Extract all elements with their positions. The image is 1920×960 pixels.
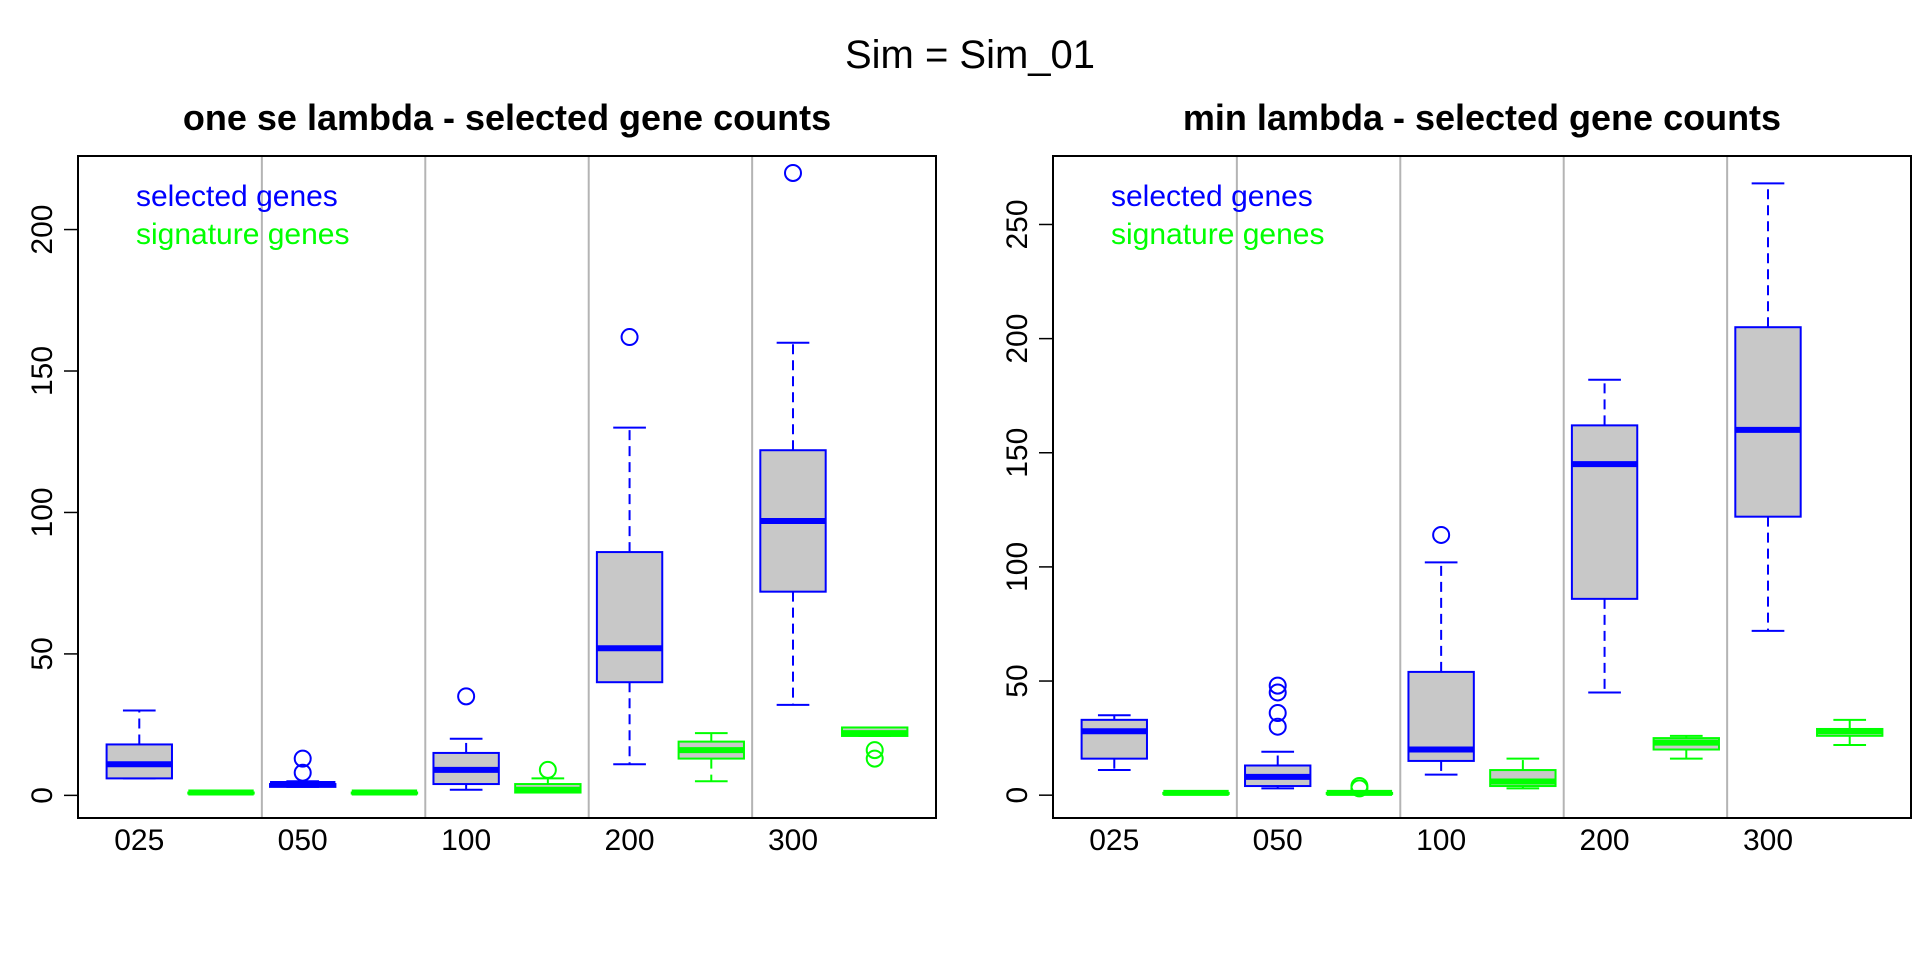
box-body bbox=[1080, 718, 1148, 760]
y-tick-label: 0 bbox=[26, 787, 59, 804]
legend-entry: selected genes bbox=[136, 180, 338, 213]
y-tick-label: 100 bbox=[26, 487, 59, 537]
box-selected-050 bbox=[1244, 676, 1312, 790]
x-tick-label: 100 bbox=[441, 824, 491, 857]
figure-suptitle: Sim = Sim_01 bbox=[845, 33, 1095, 77]
legend-entry: signature genes bbox=[1111, 218, 1325, 251]
panel-1: one se lambda - selected gene counts0501… bbox=[26, 97, 937, 857]
plot-frame bbox=[77, 155, 937, 819]
y-tick-label: 50 bbox=[1001, 664, 1034, 697]
box-signature-200 bbox=[677, 732, 745, 783]
outlier-point bbox=[1268, 703, 1287, 722]
x-tick-label: 200 bbox=[1580, 824, 1630, 857]
legend: selected genes signature genes bbox=[1111, 180, 1325, 251]
x-tick-label: 300 bbox=[768, 824, 818, 857]
box-signature-300 bbox=[841, 726, 909, 768]
outlier-point bbox=[293, 749, 312, 768]
y-tick-label: 100 bbox=[1001, 542, 1034, 592]
x-tick-label: 025 bbox=[1089, 824, 1139, 857]
outlier-point bbox=[620, 328, 639, 347]
outlier-point bbox=[293, 763, 312, 782]
box-signature-100 bbox=[1489, 757, 1557, 790]
box-selected-100 bbox=[432, 687, 500, 791]
outlier-point bbox=[865, 741, 884, 760]
panel-2: min lambda - selected gene counts0501001… bbox=[1001, 97, 1912, 857]
box-body bbox=[1407, 670, 1475, 762]
y-tick-label: 0 bbox=[1001, 787, 1034, 804]
x-tick-label: 050 bbox=[1253, 824, 1303, 857]
x-tick-label: 100 bbox=[1416, 824, 1466, 857]
y-tick-label: 150 bbox=[1001, 428, 1034, 478]
legend-entry: selected genes bbox=[1111, 180, 1313, 213]
box-selected-050 bbox=[269, 749, 337, 788]
box-selected-025 bbox=[1080, 714, 1148, 772]
chart-title: one se lambda - selected gene counts bbox=[183, 97, 831, 138]
y-tick-label: 200 bbox=[26, 205, 59, 255]
outlier-point bbox=[865, 749, 884, 768]
outlier-point bbox=[1268, 676, 1287, 695]
legend-entry: signature genes bbox=[136, 218, 350, 251]
box-signature-300 bbox=[1816, 718, 1884, 746]
outlier-point bbox=[457, 687, 476, 706]
box-signature-050 bbox=[1325, 777, 1394, 798]
box-selected-200 bbox=[1570, 378, 1639, 694]
y-tick-label: 50 bbox=[26, 637, 59, 670]
outlier-point bbox=[784, 163, 802, 182]
x-tick-label: 025 bbox=[114, 824, 164, 857]
x-tick-label: 200 bbox=[605, 824, 655, 857]
box-selected-200 bbox=[595, 328, 664, 766]
x-tick-label: 300 bbox=[1743, 824, 1793, 857]
outlier-point bbox=[538, 760, 557, 779]
y-tick-label: 200 bbox=[1001, 314, 1034, 364]
box-signature-100 bbox=[514, 760, 582, 794]
box-body bbox=[595, 551, 664, 684]
box-selected-100 bbox=[1407, 525, 1475, 776]
box-selected-300 bbox=[759, 163, 827, 706]
plot-frame bbox=[1052, 155, 1912, 819]
box-signature-025 bbox=[187, 789, 255, 796]
outlier-point bbox=[1268, 683, 1287, 702]
box-selected-025 bbox=[105, 709, 173, 780]
box-body bbox=[1734, 326, 1802, 518]
x-tick-label: 050 bbox=[278, 824, 328, 857]
box-body bbox=[1570, 424, 1639, 600]
y-tick-label: 250 bbox=[1001, 199, 1034, 249]
legend: selected genes signature genes bbox=[136, 180, 350, 251]
outlier-point bbox=[1268, 717, 1287, 736]
box-signature-025 bbox=[1162, 789, 1230, 796]
outlier-point bbox=[1350, 777, 1369, 796]
box-selected-300 bbox=[1734, 182, 1802, 632]
box-signature-050 bbox=[350, 789, 419, 796]
outlier-point bbox=[1432, 525, 1451, 544]
chart-title: min lambda - selected gene counts bbox=[1183, 97, 1781, 138]
y-tick-label: 150 bbox=[26, 346, 59, 396]
box-signature-200 bbox=[1652, 734, 1720, 760]
